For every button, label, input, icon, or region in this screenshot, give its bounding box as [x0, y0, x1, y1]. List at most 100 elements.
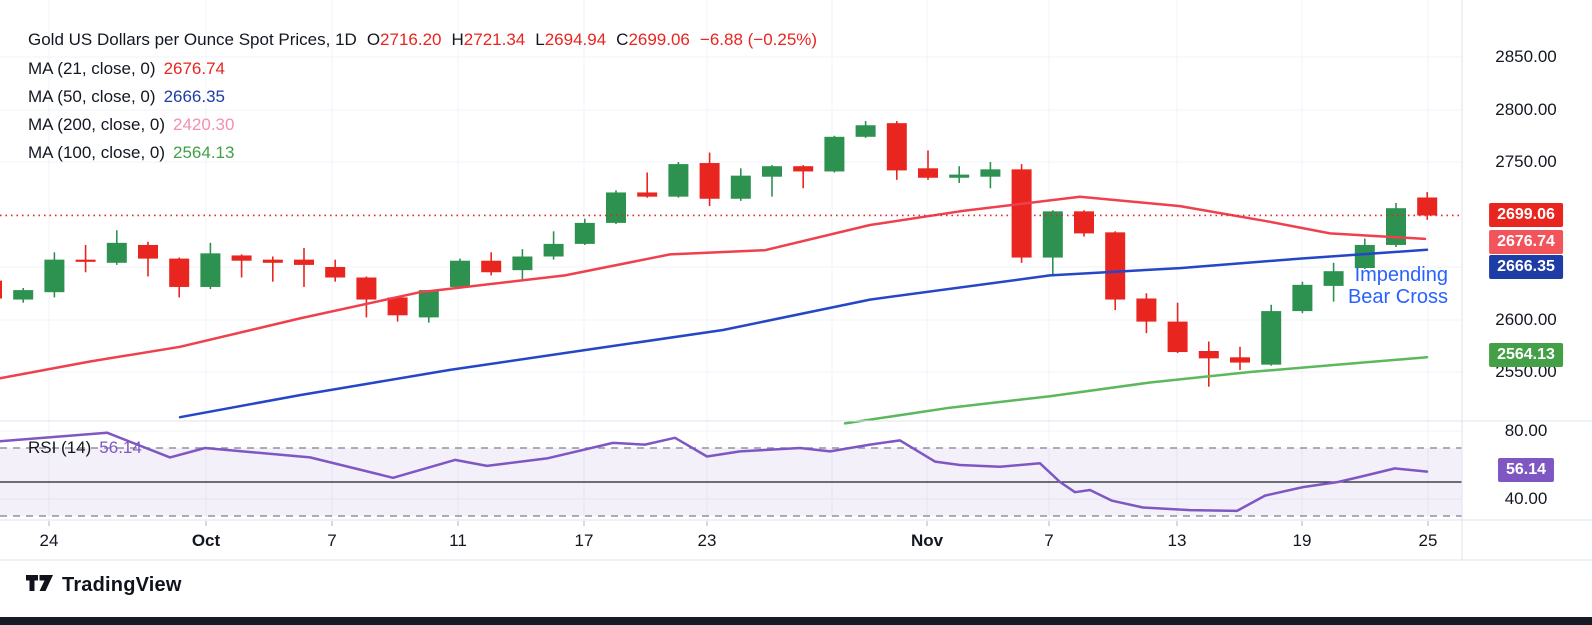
candle-body: [294, 259, 314, 265]
candle-body: [762, 166, 782, 177]
candle-body: [200, 253, 221, 287]
ma-legend-label: MA (200, close, 0): [28, 115, 166, 134]
rsi-study-label: RSI (14) 56.14: [28, 438, 142, 458]
ma21-line: [0, 195, 1427, 380]
candle-body: [1074, 211, 1094, 234]
candle-body: [1292, 284, 1313, 312]
candle-body: [1136, 298, 1157, 322]
bottom-bar: [0, 617, 1592, 625]
price-badge: 2564.13: [1489, 343, 1563, 367]
ma-legend-value: 2676.74: [163, 59, 226, 78]
ma-legend-value: 2420.30: [173, 115, 235, 134]
ma-legend-label: MA (100, close, 0): [28, 143, 166, 162]
ohlc-segment: C2699.06: [616, 30, 690, 49]
candle-body: [0, 280, 2, 299]
price-axis-label: 2800.00: [1495, 100, 1557, 119]
candle-body: [1011, 169, 1032, 258]
time-axis-label: 17: [574, 531, 594, 550]
tradingview-logo-icon: [26, 574, 53, 591]
candle-body: [1261, 311, 1282, 365]
tradingview-watermark[interactable]: TradingView: [26, 574, 182, 597]
change-value: −6.88 (−0.25%): [699, 30, 818, 49]
candle-body: [637, 192, 658, 197]
ohlc-segment: O2716.20: [366, 30, 442, 49]
candle-body: [356, 277, 377, 300]
price-axis-label: 80.00: [1504, 421, 1548, 440]
candle-body: [1105, 232, 1126, 300]
rsi-study-name: RSI (14): [28, 438, 92, 457]
time-axis-label: 11: [449, 531, 467, 550]
annotation-line2: Bear Cross: [1347, 286, 1448, 308]
symbol-title: Gold US Dollars per Ounce Spot Prices, 1…: [28, 30, 357, 49]
candle-body: [75, 259, 96, 262]
candle-body: [44, 259, 65, 293]
rsi-line: [0, 431, 1429, 513]
price-badge: 2699.06: [1489, 203, 1563, 227]
ma-legend-value: 2564.13: [173, 143, 235, 162]
time-axis-label: 24: [39, 531, 59, 550]
candle-body: [793, 166, 814, 172]
ma-legend-row[interactable]: MA (50, close, 0) 2666.35: [28, 87, 225, 107]
candle-body: [1167, 321, 1188, 353]
price-badge: 2676.74: [1489, 230, 1563, 254]
candle-body: [1198, 351, 1219, 359]
chart-title-row: Gold US Dollars per Ounce Spot Prices, 1…: [28, 30, 817, 50]
ma-legend-row[interactable]: MA (21, close, 0) 2676.74: [28, 59, 225, 79]
ohlc-segment: L2694.94: [535, 30, 607, 49]
candle-body: [1323, 271, 1344, 286]
time-axis-label: 25: [1418, 531, 1438, 550]
time-axis-label: Oct: [191, 531, 221, 550]
candle-body: [824, 136, 845, 172]
price-axis-label: 2750.00: [1495, 152, 1557, 171]
candle-body: [418, 290, 439, 318]
price-badge: 56.14: [1497, 458, 1555, 482]
rsi-study-value: 56.14: [99, 438, 142, 457]
candle-body: [138, 244, 158, 259]
bear-cross-annotation[interactable]: Impending Bear Cross: [1280, 264, 1448, 308]
time-axis-label: Nov: [910, 531, 944, 550]
candle-body: [387, 297, 408, 316]
candle-body: [106, 242, 127, 263]
time-axis-label: 19: [1292, 531, 1312, 550]
time-axis-label: 7: [327, 531, 337, 550]
tradingview-wordmark: TradingView: [62, 574, 182, 596]
candle-body: [918, 168, 938, 178]
time-axis-label: 23: [697, 531, 717, 550]
candle-body: [512, 256, 533, 271]
candle-body: [699, 163, 720, 199]
candle-body: [231, 255, 252, 261]
ma-legend-label: MA (21, close, 0): [28, 59, 156, 78]
candle-body: [1042, 211, 1063, 258]
price-badge: 2666.35: [1489, 255, 1563, 279]
time-axis-label: 7: [1044, 531, 1054, 550]
candle-body: [325, 267, 346, 278]
annotation-line1: Impending: [1354, 264, 1448, 286]
ohlc-segment: H2721.34: [451, 30, 526, 49]
ma-legend-label: MA (50, close, 0): [28, 87, 156, 106]
rsi-pane[interactable]: [0, 425, 1462, 519]
ma-legend-row[interactable]: MA (200, close, 0) 2420.30: [28, 115, 234, 135]
candle-body: [949, 174, 970, 178]
candle-body: [262, 259, 283, 263]
candle-body: [543, 243, 564, 257]
candle-body: [1354, 244, 1375, 269]
time-axis-label: 13: [1167, 531, 1187, 550]
candle-body: [855, 125, 876, 137]
price-axis-label: 2850.00: [1495, 47, 1557, 66]
candle-body: [730, 175, 751, 199]
candle-body: [980, 169, 1001, 177]
candle-body: [481, 260, 502, 273]
candle-body: [574, 222, 595, 244]
candle-body: [13, 290, 34, 300]
ma-legend-row[interactable]: MA (100, close, 0) 2564.13: [28, 143, 234, 163]
candle-body: [1230, 357, 1250, 363]
ma50-line: [178, 248, 1429, 419]
candle-body: [169, 258, 190, 287]
ohlc-values: O2716.20 H2721.34 L2694.94 C2699.06: [357, 30, 690, 49]
candle-body: [450, 260, 470, 287]
candle-body: [886, 123, 907, 171]
ma-legend-value: 2666.35: [163, 87, 226, 106]
price-axis-label: 40.00: [1504, 489, 1548, 508]
